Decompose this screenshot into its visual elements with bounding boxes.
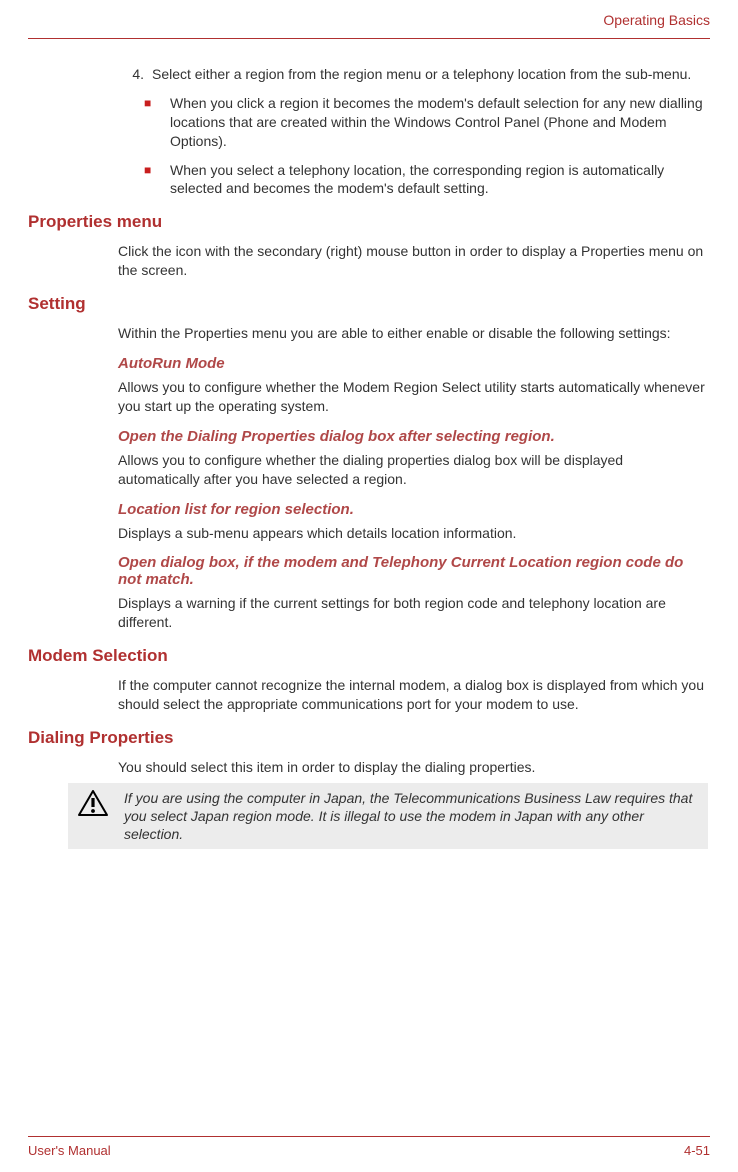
subheading-location-list: Location list for region selection. [118,501,708,518]
subheading-autorun: AutoRun Mode [118,355,708,372]
warning-note: If you are using the computer in Japan, … [68,783,708,850]
bullet-item: ■ When you select a telephony location, … [144,161,708,199]
step-text: Select either a region from the region m… [152,65,708,84]
page-container: Operating Basics 4. Select either a regi… [0,0,738,1172]
footer-left: User's Manual [28,1143,111,1158]
step-number: 4. [118,65,144,84]
dialing-properties-para: You should select this item in order to … [118,758,708,777]
warning-text: If you are using the computer in Japan, … [124,789,700,844]
autorun-para: Allows you to configure whether the Mode… [118,378,708,416]
square-bullet-icon: ■ [144,94,158,151]
square-bullet-icon: ■ [144,161,158,199]
bullet-text: When you click a region it becomes the m… [170,94,708,151]
footer: User's Manual 4-51 [28,1136,710,1158]
location-list-para: Displays a sub-menu appears which detail… [118,524,708,543]
subheading-open-dialing: Open the Dialing Properties dialog box a… [118,428,708,445]
bullet-item: ■ When you click a region it becomes the… [144,94,708,151]
subheading-open-dialog-mismatch: Open dialog box, if the modem and Teleph… [118,554,708,588]
step-4: 4. Select either a region from the regio… [118,65,708,84]
header-row: Operating Basics [28,12,710,28]
bullet-text: When you select a telephony location, th… [170,161,708,199]
open-dialing-para: Allows you to configure whether the dial… [118,451,708,489]
warning-icon [74,789,112,817]
heading-properties-menu: Properties menu [28,212,708,232]
footer-row: User's Manual 4-51 [28,1143,710,1158]
footer-rule [28,1136,710,1137]
heading-setting: Setting [28,294,708,314]
properties-menu-para: Click the icon with the secondary (right… [118,242,708,280]
footer-right: 4-51 [684,1143,710,1158]
heading-dialing-properties: Dialing Properties [28,728,708,748]
open-dialog-mismatch-para: Displays a warning if the current settin… [118,594,708,632]
content-area: 4. Select either a region from the regio… [28,39,710,849]
heading-modem-selection: Modem Selection [28,646,708,666]
section-title: Operating Basics [603,12,710,28]
step-4-bullets: ■ When you click a region it becomes the… [144,94,708,198]
setting-para: Within the Properties menu you are able … [118,324,708,343]
modem-selection-para: If the computer cannot recognize the int… [118,676,708,714]
